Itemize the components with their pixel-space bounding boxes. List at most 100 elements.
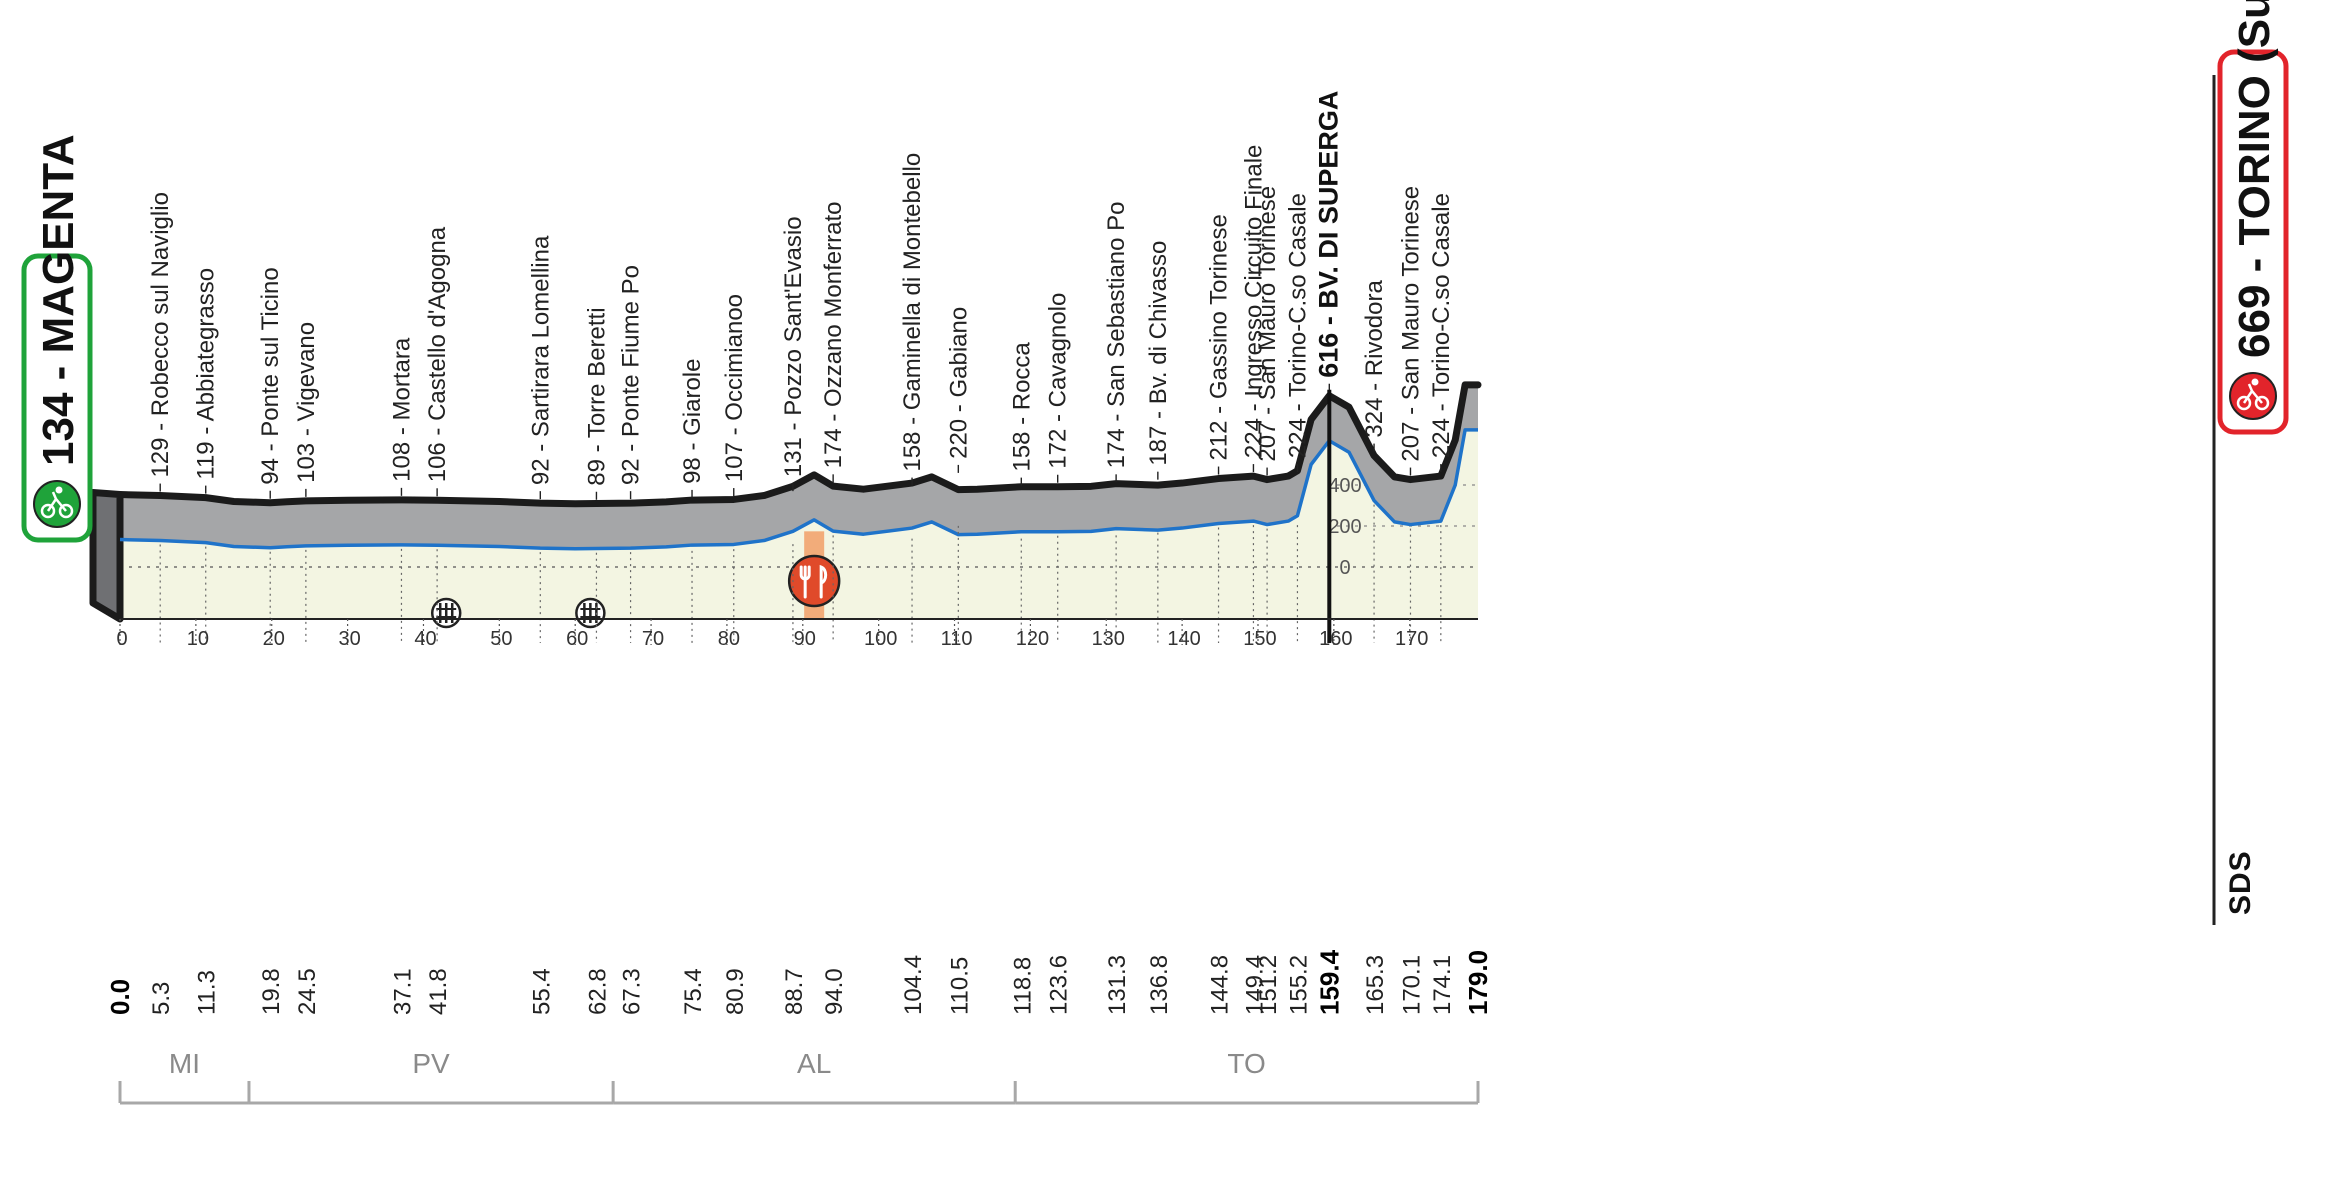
grid-lines: 200 400 0 <box>120 475 1478 579</box>
km-label: 11.3 <box>194 970 221 1015</box>
province-label: PV <box>412 1048 450 1079</box>
place-name: 92 - Ponte Fiume Po <box>618 265 645 485</box>
place-label: 212 - Gassino Torinese <box>1206 214 1233 643</box>
bike-wheel <box>40 503 56 519</box>
start-label: 134 - MAGENTA <box>34 134 83 466</box>
place-name: 224 - Torino-C.so Casale <box>1428 193 1455 458</box>
place-label: 92 - Ponte Fiume Po <box>618 265 645 643</box>
place-name: 158 - Gaminella di Montebello <box>899 153 926 472</box>
place-label: 107 - Occimianoo <box>721 294 748 643</box>
x-tick-label: 170 <box>1395 628 1428 650</box>
x-tick-label: 60 <box>566 628 588 650</box>
profile-side <box>89 489 124 623</box>
place-label: 224 - Torino-C.so Casale <box>1284 193 1311 643</box>
place-label: 103 - Vigevano <box>293 322 320 643</box>
place-name: 224 - Ingresso Circuito Finale <box>1240 145 1267 458</box>
elevation-profile <box>89 381 1482 623</box>
place-label: 98 - Giarole <box>679 359 706 643</box>
place-label: 106 - Castello d'Agogna <box>424 226 451 643</box>
km-label: 41.8 <box>425 968 452 1015</box>
km-label: 170.1 <box>1398 955 1425 1015</box>
place-label: 89 - Torre Beretti <box>583 307 610 643</box>
km-label: 94.0 <box>821 968 848 1015</box>
x-tick-label: 40 <box>414 628 436 650</box>
place-label: 94 - Ponte sul Ticino <box>257 267 284 643</box>
place-name: 616 - BV. DI SUPERGA <box>1313 91 1343 378</box>
place-name: 108 - Mortara <box>388 337 415 482</box>
place-label: 174 - Ozzano Monferrato <box>820 202 847 643</box>
x-tick-label: 10 <box>187 628 209 650</box>
place-name: 220 - Gabiano <box>945 307 972 459</box>
km-label: 149.4 <box>1241 955 1268 1015</box>
x-tick-label: 70 <box>642 628 664 650</box>
x-tick-label: 30 <box>338 628 360 650</box>
cyclist-icon <box>2236 378 2270 411</box>
plot-fill <box>120 429 1478 619</box>
km-label: 131.3 <box>1104 955 1131 1015</box>
rider-head <box>55 486 63 494</box>
place-name: 94 - Ponte sul Ticino <box>257 267 284 484</box>
place-label: 131 - Pozzo Sant'Evasio <box>780 216 807 643</box>
bike-wheel <box>58 503 74 519</box>
altitude-tick-label: 400 <box>1328 475 1361 497</box>
place-name: 106 - Castello d'Agogna <box>424 226 451 482</box>
profile-band <box>120 384 1478 549</box>
x-tick-label: 110 <box>941 628 973 650</box>
km-label: 75.4 <box>680 968 707 1015</box>
x-tick-label: 0 <box>116 628 127 650</box>
km-label: 62.8 <box>584 968 611 1015</box>
bike-frame <box>46 491 67 512</box>
place-name: 212 - Gassino Torinese <box>1206 214 1233 460</box>
km-label: 165.3 <box>1362 955 1389 1015</box>
km-label: 88.7 <box>781 968 808 1015</box>
province-label: TO <box>1227 1048 1265 1079</box>
place-label: 220 - Gabiano <box>945 307 972 643</box>
x-tick-label: 140 <box>1167 628 1200 650</box>
x-tick-label: 50 <box>490 628 512 650</box>
cyclist-icon <box>40 486 74 519</box>
km-label: 37.1 <box>389 968 416 1015</box>
bike-wheel <box>2236 395 2252 411</box>
brand-logo: SDS <box>2224 850 2257 915</box>
km-label: 174.1 <box>1429 955 1456 1015</box>
km-label: 159.4 <box>1314 949 1344 1015</box>
place-name: 324 - Rivodora <box>1361 280 1388 438</box>
province-bar: MI PV AL TO <box>118 1048 1480 1105</box>
place-name: 174 - Ozzano Monferrato <box>820 202 847 469</box>
place-label: 129 - Robecco sul Naviglio <box>147 192 174 643</box>
place-name: 158 - Rocca <box>1008 342 1035 472</box>
km-label: 179.0 <box>1463 950 1493 1015</box>
place-label: 108 - Mortara <box>388 337 415 643</box>
place-label: 158 - Gaminella di Montebello <box>899 153 926 643</box>
km-label: 24.5 <box>294 968 321 1015</box>
endpoints: SDS 134 - MAGENTA 669 - TORINO (Superga) <box>21 0 2289 925</box>
place-name: 119 - Abbiategrasso <box>193 268 220 480</box>
altitude-tick-label: 200 <box>1328 516 1361 538</box>
fork-icon <box>799 565 811 599</box>
km-label: 110.5 <box>946 957 973 1015</box>
bike-frame <box>2242 383 2263 404</box>
plot-background <box>120 429 1478 619</box>
x-tick-label: 20 <box>263 628 285 650</box>
finish-frame <box>2217 49 2289 435</box>
km-label: 104.4 <box>900 955 927 1015</box>
place-labels: 129 - Robecco sul Naviglio 119 - Abbiateg… <box>147 91 1455 643</box>
province-label: AL <box>797 1048 831 1079</box>
km-label: 19.8 <box>258 968 285 1015</box>
km-label: 80.9 <box>722 968 749 1015</box>
x-tick-label: 130 <box>1092 628 1125 650</box>
place-label: 174 - San Sebastiano Po <box>1103 201 1130 643</box>
place-name: 89 - Torre Beretti <box>583 307 610 485</box>
place-label: 324 - Rivodora <box>1361 280 1388 643</box>
start-frame <box>21 253 93 543</box>
feed-zone-icon <box>787 554 841 608</box>
place-name: 174 - San Sebastiano Po <box>1103 201 1130 468</box>
profile-base-line <box>119 428 1478 551</box>
x-tick-label: 90 <box>794 628 816 650</box>
x-tick-label: 100 <box>864 628 897 650</box>
place-name: 131 - Pozzo Sant'Evasio <box>780 216 807 477</box>
km-label: 151.2 <box>1255 955 1282 1015</box>
level-crossing-icon <box>430 597 462 629</box>
place-name: 103 - Vigevano <box>293 322 320 483</box>
altitude-tick-label: 0 <box>1339 557 1350 579</box>
